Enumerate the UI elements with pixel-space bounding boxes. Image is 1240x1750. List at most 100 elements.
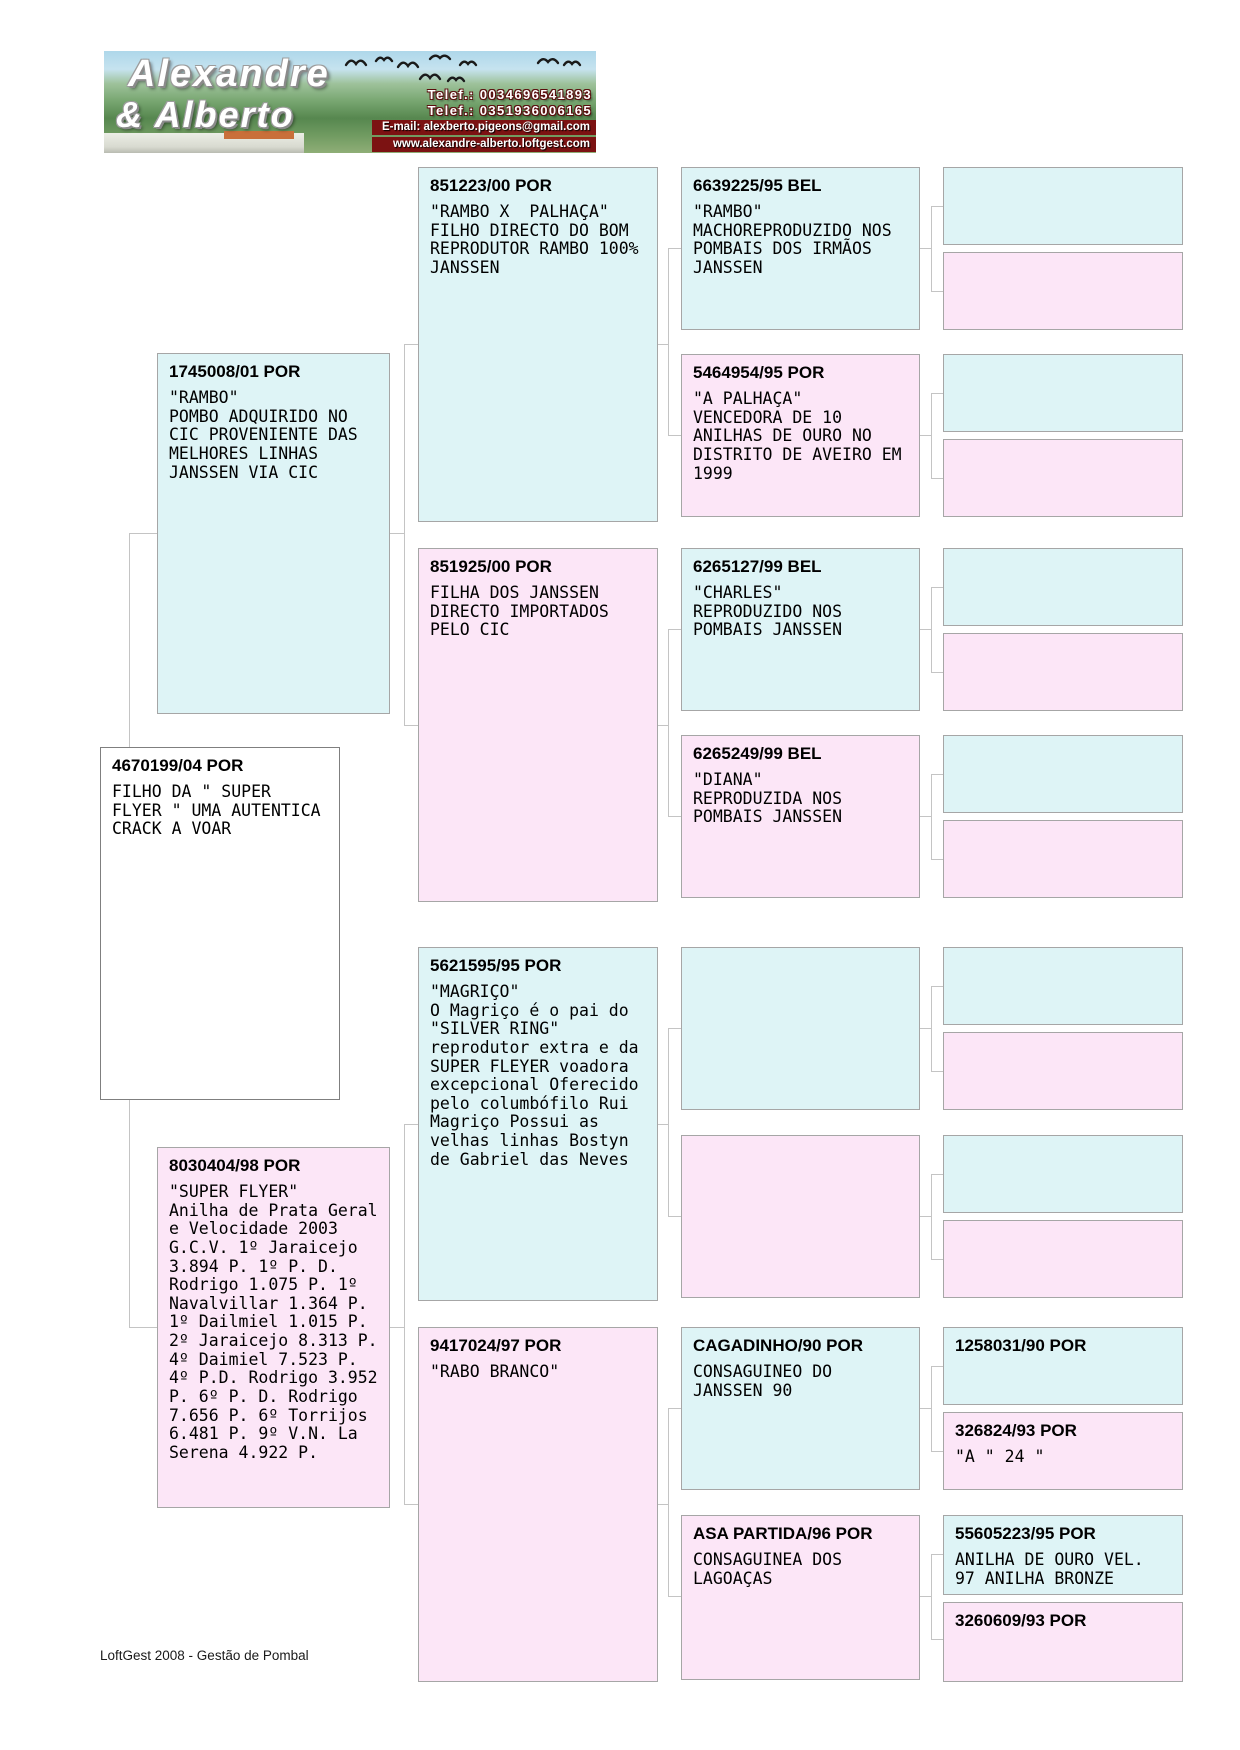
pedigree-box-ggparent[interactable]: 5464954/95 POR "A PALHAÇA" VENCEDORA DE …	[681, 354, 920, 517]
ring-number: 5464954/95 POR	[693, 363, 825, 382]
connector-line	[668, 629, 681, 630]
ring-number: 6639225/95 BEL	[693, 176, 822, 195]
connector-line	[668, 1596, 681, 1597]
ring-number: 55605223/95 POR	[955, 1524, 1096, 1543]
pedigree-box-sire[interactable]: 1745008/01 POR "RAMBO" POMBO ADQUIRIDO N…	[157, 353, 390, 714]
connector-line	[668, 248, 669, 435]
connector-line	[920, 629, 931, 630]
pedigree-box-empty[interactable]	[681, 1135, 920, 1298]
pedigree-box-empty[interactable]	[943, 820, 1183, 898]
pigeon-description: CONSAGUINEA DOS LAGOAÇAS	[693, 1550, 843, 1588]
connector-line	[404, 344, 405, 725]
pedigree-box-empty[interactable]	[681, 947, 920, 1110]
pigeon-description: "RABO BRANCO"	[430, 1362, 560, 1381]
pedigree-box-empty[interactable]	[943, 735, 1183, 813]
pigeon-description: CONSAGUINEO DO JANSSEN 90	[693, 1362, 833, 1400]
loft-name-line1: Alexandre	[128, 53, 330, 95]
connector-line	[931, 587, 943, 588]
connector-line	[404, 1124, 405, 1504]
pedigree-box-empty[interactable]	[943, 354, 1183, 432]
connector-line	[668, 1216, 681, 1217]
connector-line	[931, 1366, 943, 1367]
connector-line	[668, 1408, 669, 1596]
connector-line	[668, 435, 681, 436]
pigeon-description: "CHARLES" REPRODUZIDO NOS POMBAIS JANSSE…	[693, 583, 843, 640]
pedigree-box-grandsire[interactable]: 5621595/95 POR "MAGRIÇO" O Magriço é o p…	[418, 947, 658, 1301]
pedigree-box-empty[interactable]	[943, 548, 1183, 626]
ring-number: 851925/00 POR	[430, 557, 552, 576]
banner-contact-block: Telef.: 0034696541893 Telef.: 0351936006…	[371, 87, 596, 152]
ring-number: 1745008/01 POR	[169, 362, 301, 381]
pedigree-box-granddam[interactable]: 851925/00 POR FILHA DOS JANSSEN DIRECTO …	[418, 548, 658, 902]
ring-number: 851223/00 POR	[430, 176, 552, 195]
pigeon-description: "RAMBO X PALHAÇA" FILHO DIRECTO DO BOM R…	[430, 202, 639, 277]
pedigree-box-empty[interactable]	[943, 1135, 1183, 1213]
connector-line	[931, 1451, 943, 1452]
pedigree-box-grandsire[interactable]: 851223/00 POR "RAMBO X PALHAÇA" FILHO DI…	[418, 167, 658, 522]
connector-line	[931, 587, 932, 672]
pigeon-description: "RAMBO" MACHOREPRODUZIDO NOS POMBAIS DOS…	[693, 202, 892, 277]
pedigree-box-empty[interactable]	[943, 439, 1183, 517]
pedigree-box-empty[interactable]	[943, 1032, 1183, 1110]
pigeon-description: "A PALHAÇA" VENCEDORA DE 10 ANILHAS DE O…	[693, 389, 902, 483]
pedigree-box-ggparent[interactable]: ASA PARTIDA/96 POR CONSAGUINEA DOS LAGOA…	[681, 1515, 920, 1680]
pedigree-box-gggparent[interactable]: 3260609/93 POR	[943, 1602, 1183, 1682]
ring-number: 5621595/95 POR	[430, 956, 562, 975]
connector-line	[658, 1504, 668, 1505]
connector-line	[920, 1408, 931, 1409]
connector-line	[404, 1504, 418, 1505]
connector-line	[920, 816, 931, 817]
pedigree-box-ggparent[interactable]: 6265249/99 BEL "DIANA" REPRODUZIDA NOS P…	[681, 735, 920, 898]
pigeon-description: "SUPER FLYER" Anilha de Prata Geral e Ve…	[169, 1182, 378, 1462]
ring-number: ASA PARTIDA/96 POR	[693, 1524, 873, 1543]
connector-line	[920, 1216, 931, 1217]
connector-line	[931, 393, 932, 478]
pedigree-box-gggparent[interactable]: 55605223/95 POR ANILHA DE OURO VEL. 97 A…	[943, 1515, 1183, 1595]
ring-number: 6265249/99 BEL	[693, 744, 822, 763]
pedigree-box-ggparent[interactable]: 6265127/99 BEL "CHARLES" REPRODUZIDO NOS…	[681, 548, 920, 711]
ring-number: 6265127/99 BEL	[693, 557, 822, 576]
connector-line	[931, 1554, 943, 1555]
phone-number-1: Telef.: 0034696541893	[427, 87, 592, 102]
pedigree-box-empty[interactable]	[943, 167, 1183, 245]
loft-banner: Alexandre & Alberto Telef.: 003469654189…	[104, 51, 596, 153]
banner-photo-roof	[224, 131, 294, 139]
connector-line	[668, 1408, 681, 1409]
software-credit: LoftGest 2008 - Gestão de Pombal	[100, 1648, 309, 1663]
pedigree-box-empty[interactable]	[943, 947, 1183, 1025]
pedigree-box-empty[interactable]	[943, 1220, 1183, 1298]
pedigree-box-gggparent[interactable]: 1258031/90 POR	[943, 1327, 1183, 1405]
flying-pigeons-icon	[344, 54, 582, 83]
pedigree-box-empty[interactable]	[943, 252, 1183, 330]
connector-line	[931, 986, 943, 987]
connector-line	[404, 1124, 418, 1125]
connector-line	[931, 1259, 943, 1260]
connector-line	[920, 435, 931, 436]
connector-line	[658, 1124, 668, 1125]
connector-line	[931, 1366, 932, 1451]
connector-line	[404, 725, 418, 726]
connector-line	[931, 1071, 943, 1072]
connector-line	[390, 1327, 404, 1328]
pedigree-box-ggparent[interactable]: 6639225/95 BEL "RAMBO" MACHOREPRODUZIDO …	[681, 167, 920, 330]
pigeon-description: "A " 24 "	[955, 1447, 1045, 1466]
pedigree-box-gggparent[interactable]: 326824/93 POR "A " 24 "	[943, 1412, 1183, 1490]
connector-line	[668, 816, 681, 817]
pigeon-description: FILHO DA " SUPER FLYER " UMA AUTENTICA C…	[112, 782, 321, 839]
connector-line	[668, 1028, 669, 1216]
phone-number-2: Telef.: 0351936006165	[427, 103, 592, 118]
website-url: www.alexandre-alberto.loftgest.com	[371, 137, 596, 152]
connector-line	[931, 291, 943, 292]
pedigree-box-ggparent[interactable]: CAGADINHO/90 POR CONSAGUINEO DO JANSSEN …	[681, 1327, 920, 1490]
pigeon-description: "RAMBO" POMBO ADQUIRIDO NO CIC PROVENIEN…	[169, 388, 358, 482]
ring-number: 8030404/98 POR	[169, 1156, 301, 1175]
pedigree-box-empty[interactable]	[943, 633, 1183, 711]
pigeon-description: "DIANA" REPRODUZIDA NOS POMBAIS JANSSEN	[693, 770, 843, 827]
connector-line	[931, 986, 932, 1071]
pedigree-box-granddam[interactable]: 9417024/97 POR "RABO BRANCO"	[418, 1327, 658, 1682]
pedigree-box-subject[interactable]: 4670199/04 POR FILHO DA " SUPER FLYER " …	[100, 747, 340, 1100]
connector-line	[404, 344, 418, 345]
pedigree-box-dam[interactable]: 8030404/98 POR "SUPER FLYER" Anilha de P…	[157, 1147, 390, 1508]
pigeon-description: FILHA DOS JANSSEN DIRECTO IMPORTADOS PEL…	[430, 583, 609, 640]
